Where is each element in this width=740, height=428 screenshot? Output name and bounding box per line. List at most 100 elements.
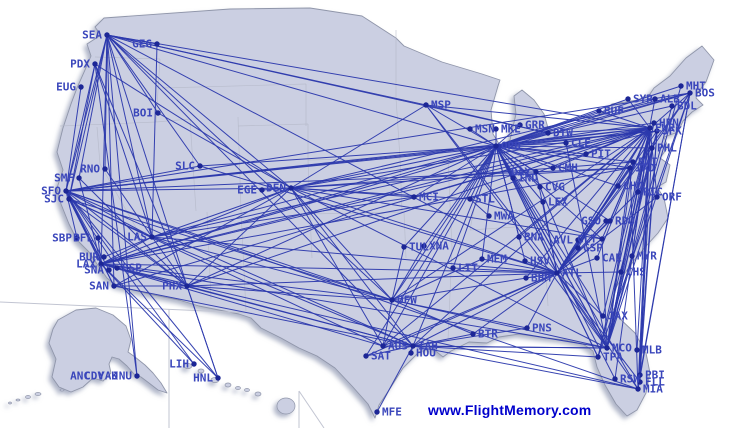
route-BOS-EWR xyxy=(649,92,691,129)
airport-label-ORF: ORF xyxy=(662,191,682,204)
route-ATL-DFW xyxy=(391,272,558,301)
airport-label-EGE: EGE xyxy=(237,184,257,197)
state-border-line xyxy=(189,118,197,212)
airport-dot-SEA xyxy=(104,32,110,38)
airport-dot-PHL xyxy=(649,145,655,151)
route-PDX-PHX xyxy=(94,63,188,287)
route-SJC-SAN xyxy=(68,198,115,287)
route-ATL-ORF xyxy=(556,196,658,274)
island xyxy=(276,397,296,415)
route-SLC-ORD xyxy=(199,145,497,167)
island xyxy=(34,392,42,396)
route-EWR-AVL xyxy=(577,127,651,241)
airport-dot-BNA xyxy=(516,234,522,240)
airport-label-SNA: SNA xyxy=(84,264,104,277)
airport-label-BNA: BNA xyxy=(524,231,544,244)
route-PSP-SFO xyxy=(65,190,118,269)
airport-dot-DEN xyxy=(288,185,294,191)
route-LIT-ATL xyxy=(452,267,558,274)
route-ORD-LEX xyxy=(495,145,544,203)
airport-dot-TUL xyxy=(401,244,407,250)
route-AUS-MCO xyxy=(382,345,608,349)
route-SEA-DEN xyxy=(106,34,292,189)
route-LAX-DEN xyxy=(100,187,292,265)
route-DEN-EGE xyxy=(261,187,292,191)
route-LAX-LAS xyxy=(100,236,153,265)
airport-label-EWR: EWR xyxy=(655,122,675,135)
route-SFO-HNL xyxy=(65,190,219,379)
route-SEA-SFO xyxy=(65,34,108,192)
airport-dot-BUF xyxy=(596,108,602,114)
state-border-line xyxy=(155,118,191,123)
route-MCI-ORD xyxy=(413,145,497,198)
route-PHX-DEN xyxy=(186,187,292,287)
route-SFO-BOS xyxy=(65,92,691,192)
route-LAX-AUS xyxy=(100,263,384,347)
airport-label-CLT: CLT xyxy=(577,233,597,246)
route-SFO-EWR xyxy=(65,127,651,192)
airport-label-PHL: PHL xyxy=(657,142,677,155)
airport-label-PNS: PNS xyxy=(532,322,552,335)
airport-dot-BOI xyxy=(155,110,161,116)
airport-label-DTW: DTW xyxy=(553,127,573,140)
airport-dot-LEX xyxy=(540,199,546,205)
route-LAX-DFW xyxy=(100,263,393,301)
airport-label-STL: STL xyxy=(475,193,495,206)
airport-dot-XNA xyxy=(421,243,427,249)
airport-label-GEG: GEG xyxy=(132,38,152,51)
airport-dot-MCO xyxy=(604,345,610,351)
airport-label-ATL: ATL xyxy=(562,267,582,280)
route-HPN-MCO xyxy=(606,122,655,349)
route-ORD-CLE xyxy=(495,142,567,147)
airport-dot-HSV xyxy=(522,258,528,264)
airport-dot-GSO xyxy=(603,218,609,224)
route-BDL-MCO xyxy=(606,105,673,349)
airport-label-MIA: MIA xyxy=(643,383,663,396)
airport-dot-MSP xyxy=(423,102,429,108)
route-ORD-RSW xyxy=(495,145,616,380)
airport-dot-BWI xyxy=(630,159,636,165)
airport-label-IAH: IAH xyxy=(418,340,438,353)
airport-dot-SMF xyxy=(76,175,82,181)
state-border-line xyxy=(399,157,403,213)
airport-label-EUG: EUG xyxy=(56,81,76,94)
airport-label-ORD: ORD xyxy=(501,140,521,153)
airport-dot-LAS xyxy=(149,234,155,240)
route-LAX-BOS xyxy=(100,92,691,265)
airport-label-ALB: ALB xyxy=(660,93,680,106)
route-SEA-DFW xyxy=(106,34,393,301)
airport-label-SBP: SBP xyxy=(52,232,72,245)
route-IND-MCO xyxy=(512,177,608,349)
route-LAS-PHX xyxy=(151,236,188,287)
route-ORD-EWR xyxy=(495,127,651,147)
route-PHX-DFW xyxy=(186,285,393,301)
airport-label-LIH: LIH xyxy=(169,358,189,371)
route-MSP-EWR xyxy=(425,104,651,129)
route-LAX-EWR xyxy=(100,127,651,265)
airport-label-GSO: GSO xyxy=(581,215,601,228)
airport-label-MCO: MCO xyxy=(612,342,632,355)
route-SEA-SMF xyxy=(78,34,108,179)
airport-label-GRR: GRR xyxy=(525,119,545,132)
airport-dot-IND xyxy=(510,175,516,181)
route-SJC-PHX xyxy=(68,198,188,287)
airport-dot-SNA xyxy=(106,267,112,273)
route-MCI-EWR xyxy=(413,127,651,198)
airport-label-BUF: BUF xyxy=(604,105,624,118)
airport-label-AVL: AVL xyxy=(553,234,573,247)
airport-label-LAS: LAS xyxy=(127,231,147,244)
airport-label-DEN: DEN xyxy=(266,182,286,195)
airport-dot-SBP xyxy=(74,235,80,241)
watermark: www.FlightMemory.com xyxy=(428,402,592,418)
route-MEM-DFW xyxy=(391,258,483,301)
airport-label-SJC: SJC xyxy=(44,193,64,206)
airport-dot-BTR xyxy=(470,331,476,337)
route-ORD-BOS xyxy=(495,92,691,147)
route-ORD-TPA xyxy=(495,145,599,358)
route-TUL-ORD xyxy=(403,145,497,248)
route-PHX-ORD xyxy=(186,145,497,287)
airport-dot-CAE xyxy=(594,255,600,261)
route-PHX-EWR xyxy=(186,127,651,287)
route-EWR-GSP xyxy=(577,127,651,249)
airport-label-SFO: SFO xyxy=(41,185,61,198)
